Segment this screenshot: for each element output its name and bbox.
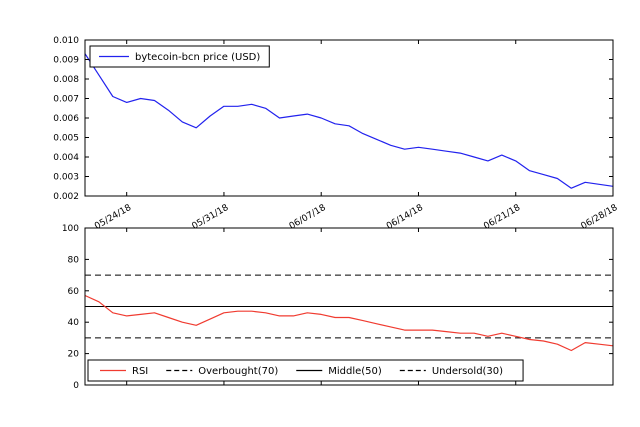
rsi-line — [84, 294, 614, 352]
y-tick-label: 0.003 — [53, 173, 79, 183]
legend-box — [89, 45, 270, 68]
y-tick-label: 20 — [68, 350, 80, 360]
y-tick-label: 0.002 — [53, 192, 79, 202]
y-tick-label: 0.004 — [53, 153, 79, 163]
y-tick-label: 0.010 — [53, 36, 79, 46]
legend-label: Middle(50) — [328, 366, 382, 377]
y-tick-label: 40 — [68, 318, 80, 328]
y-tick-label: 100 — [62, 224, 79, 234]
legend-label: RSI — [132, 366, 148, 377]
legend-label: Undersold(30) — [432, 366, 503, 377]
rsi-axes: 0 20 40 60 80 100 RSI Overbought(70) Middle(50) U… — [62, 224, 614, 391]
legend-label: Overbought(70) — [198, 366, 278, 377]
rsi-legend: RSI Overbought(70) Middle(50) Undersold(30) — [87, 359, 524, 382]
y-tick-label: 0 — [73, 381, 79, 391]
y-tick-label: 80 — [68, 255, 80, 265]
y-tick-label: 0.006 — [53, 114, 79, 124]
y-tick-label: 0.008 — [53, 75, 79, 85]
legend-label: bytecoin-bcn price (USD) — [135, 52, 260, 63]
y-tick-label: 0.009 — [53, 56, 79, 66]
price-line — [84, 53, 614, 189]
y-tick-label: 60 — [68, 287, 80, 297]
y-tick-label: 0.007 — [53, 95, 79, 105]
y-tick-label: 0.005 — [53, 134, 79, 144]
price-legend: bytecoin-bcn price (USD) — [89, 45, 270, 68]
rsi-axes-frame — [84, 227, 614, 386]
